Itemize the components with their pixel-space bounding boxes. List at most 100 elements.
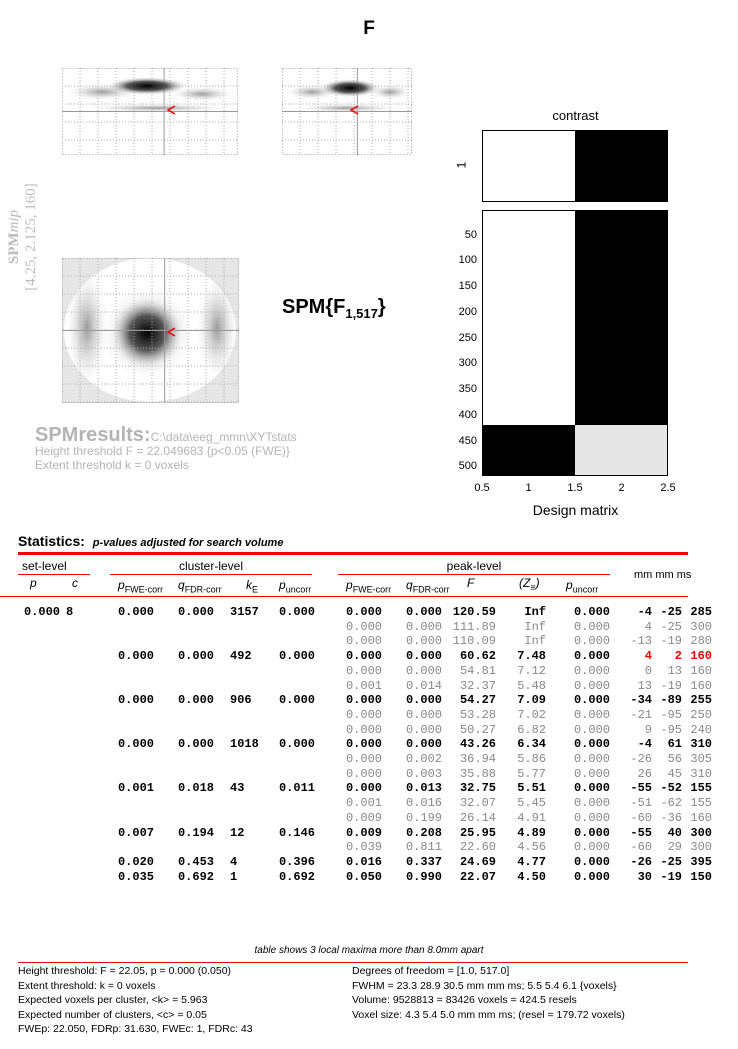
peak-cell: 43.26	[459, 737, 496, 752]
figure-title: F	[363, 18, 375, 39]
coordinate-cell: 13	[667, 663, 682, 678]
peak-cell: 50.27	[459, 722, 496, 737]
ytick-label: 350	[458, 383, 477, 396]
coordinate-cell: 285	[690, 605, 712, 619]
peak-cell: 22.07	[459, 869, 496, 884]
cluster-cell: 0.000	[278, 605, 315, 619]
set-p-value: 0.000	[23, 605, 60, 619]
peak-cell: 0.811	[405, 840, 442, 855]
peak-cell: 26.14	[459, 810, 496, 825]
coordinate-cell: 13	[637, 678, 652, 693]
coordinate-cell: -52	[660, 781, 682, 796]
peak-cell: 0.000	[405, 737, 442, 752]
cluster-cell: 43	[230, 781, 245, 796]
results-info: SPMresults:C:\data\eeg_mmn\XYTstats Heig…	[35, 424, 297, 472]
col-peak-puncorr: puncorr	[566, 578, 599, 595]
coordinate-cell: -25	[660, 605, 682, 619]
coordinate-cell: -89	[660, 693, 682, 708]
coordinate-cell: 56	[667, 752, 682, 766]
xtick-label: 0.5	[474, 482, 490, 494]
cluster-cell: 0.453	[177, 854, 214, 869]
coordinate-cell: -13	[630, 634, 652, 649]
design-matrix-xlabel: Design matrix	[532, 502, 619, 518]
peak-cell: 0.016	[345, 854, 382, 869]
col-cluster-pfwe: pFWE-corr	[118, 578, 164, 595]
coordinate-cell: 155	[690, 781, 712, 796]
design-matrix-plot[interactable]	[482, 210, 668, 476]
peak-cell: 0.000	[405, 693, 442, 708]
contrast-plot[interactable]	[482, 130, 668, 202]
cluster-cell: 1	[230, 869, 238, 884]
peak-cell: 111.89	[452, 619, 496, 634]
ytick-label: 450	[458, 434, 477, 447]
peak-cell: 0.000	[573, 722, 610, 737]
footer-line: Expected number of clusters, <c> = 0.05	[18, 1008, 207, 1021]
peak-cell: 0.014	[405, 678, 442, 693]
peak-cell: 0.000	[573, 737, 610, 752]
peak-cell: 5.77	[517, 766, 546, 781]
mip-coronal[interactable]	[282, 68, 413, 156]
peak-cell: 0.001	[345, 796, 382, 811]
peak-cell: 0.000	[345, 707, 382, 722]
cluster-cell: 0.001	[117, 781, 154, 796]
ytick-label: 300	[458, 357, 477, 370]
footer-line: FWHM = 23.3 28.9 30.5 mm mm ms; 5.5 5.4 …	[352, 979, 617, 992]
cluster-cell: 0.692	[278, 869, 315, 884]
cluster-cell: 12	[230, 825, 245, 840]
coordinate-cell: 310	[690, 737, 712, 752]
cursor-marker-icon	[166, 105, 176, 115]
coordinate-cell: 0	[644, 663, 652, 678]
cursor-marker-icon	[166, 327, 176, 337]
footer-left: Height threshold: F = 22.05, p = 0.000 (…	[18, 964, 253, 1037]
coordinate-cell: 155	[690, 796, 712, 811]
mip-sagittal[interactable]	[62, 68, 239, 156]
coordinate-cell: -19	[660, 678, 682, 693]
peak-cell: 0.000	[345, 752, 382, 766]
contrast-ytick: 1	[454, 161, 469, 169]
peak-cell: 0.039	[345, 840, 382, 855]
footer-line: Expected voxels per cluster, <k> = 5.963	[18, 994, 208, 1006]
coordinate-cell: -25	[660, 854, 682, 869]
coordinate-cell: 2	[674, 649, 682, 664]
ytick-label: 500	[458, 460, 477, 473]
cluster-cell: 0.035	[117, 869, 154, 884]
peak-cell: 0.000	[573, 693, 610, 708]
footer-line: Degrees of freedom = [1.0, 517.0]	[352, 965, 510, 977]
statistics-title: Statistics: p-values adjusted for search…	[18, 533, 284, 549]
peak-cell: 0.000	[345, 634, 382, 649]
peak-cell: 0.002	[405, 752, 442, 766]
cluster-cell: 3157	[230, 605, 259, 619]
header-cluster-level: cluster-level	[178, 559, 244, 573]
coordinate-cell: -55	[630, 781, 652, 796]
peak-cell: 0.013	[405, 781, 442, 796]
ytick-label: 400	[458, 408, 477, 421]
mip-axial[interactable]	[62, 258, 244, 404]
peak-cell: Inf	[524, 634, 546, 649]
peak-cell: 0.000	[573, 649, 610, 664]
footer-line: Volume: 9528813 = 83426 voxels = 424.5 r…	[352, 994, 577, 1006]
peak-cell: 0.990	[405, 869, 442, 884]
peak-cell: 0.000	[405, 649, 442, 664]
cluster-cell: 1018	[230, 737, 259, 752]
peak-cell: 0.000	[405, 663, 442, 678]
header-coordinates: mm mm ms	[634, 569, 692, 581]
cursor-marker-icon	[349, 105, 359, 115]
col-set-c: c	[72, 576, 78, 590]
coordinate-cell: -34	[630, 693, 652, 708]
coordinate-cell: 280	[690, 634, 712, 649]
peak-cell: 36.94	[459, 752, 496, 766]
coordinate-cell: 160	[690, 649, 712, 664]
peak-cell: 32.37	[459, 678, 496, 693]
peak-cell: 24.69	[459, 854, 496, 869]
peak-cell: 6.82	[517, 722, 546, 737]
ytick-label: 50	[464, 228, 477, 241]
coordinate-cell: -95	[660, 707, 682, 722]
cluster-cell: 0.194	[177, 825, 214, 840]
xtick-label: 1.5	[567, 482, 583, 494]
cluster-cell: 0.000	[278, 693, 315, 708]
coordinate-cell: 250	[690, 707, 712, 722]
col-peak-qfdr: qFDR-corr	[406, 578, 450, 595]
cluster-cell: 0.011	[278, 781, 315, 796]
coordinate-cell: -26	[630, 752, 652, 766]
